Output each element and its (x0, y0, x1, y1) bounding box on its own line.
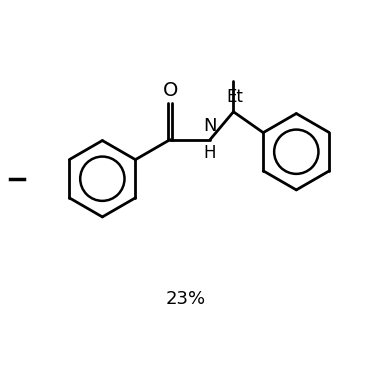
Text: N: N (203, 117, 217, 135)
Text: 23%: 23% (166, 290, 206, 308)
Text: H: H (204, 144, 217, 162)
Text: O: O (163, 81, 178, 100)
Text: Et: Et (227, 88, 244, 106)
